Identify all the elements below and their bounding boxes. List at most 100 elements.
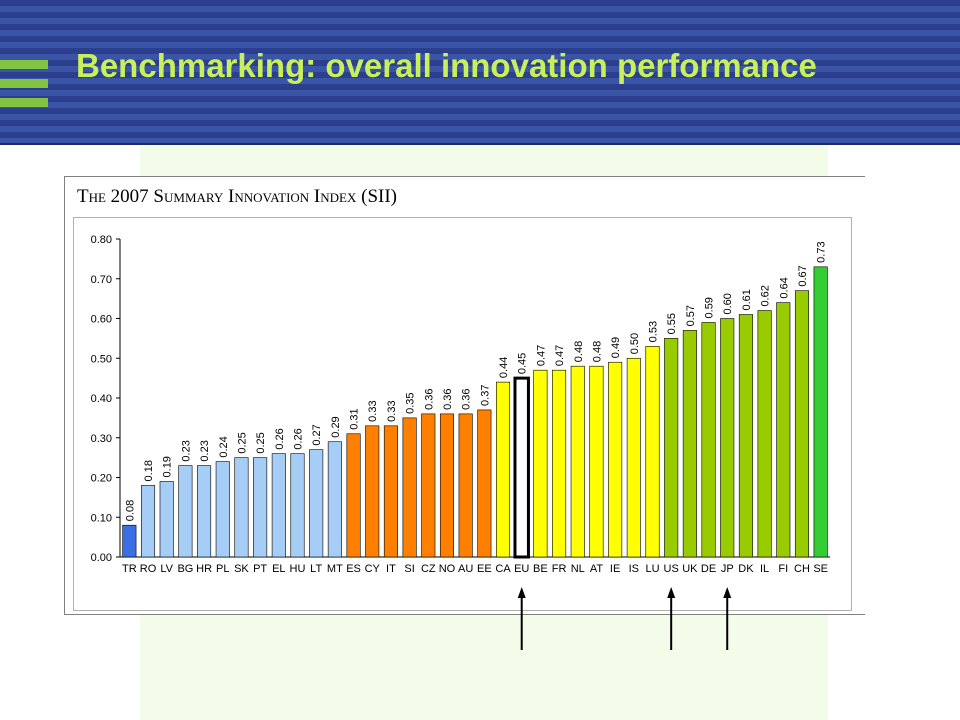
data-label: 0.61 [741, 289, 753, 310]
data-label: 0.36 [423, 388, 435, 409]
bar-il [757, 310, 772, 558]
x-tick-label: JP [721, 563, 734, 575]
header-divider [0, 143, 960, 145]
data-label: 0.18 [143, 460, 155, 481]
x-tick-label: SI [404, 563, 414, 575]
data-label: 0.73 [816, 241, 828, 262]
bar-sk [234, 457, 249, 558]
slide-header [0, 0, 960, 145]
data-label: 0.48 [591, 341, 603, 362]
bar-uk [682, 330, 697, 558]
x-tick-label: AT [590, 563, 604, 575]
data-label: 0.47 [554, 345, 566, 366]
bar-ch [794, 290, 810, 558]
x-tick-label: CZ [421, 563, 436, 575]
data-label: 0.55 [666, 313, 678, 334]
data-label: 0.26 [274, 428, 286, 449]
x-tick-label: CH [794, 563, 810, 575]
data-label: 0.31 [349, 408, 361, 429]
bar-hu [290, 453, 305, 558]
data-label: 0.59 [704, 297, 716, 318]
x-tick-label: SK [234, 563, 249, 575]
highlight-arrowhead-us [667, 587, 676, 598]
x-tick-label: HR [196, 563, 212, 575]
data-label: 0.62 [760, 285, 772, 306]
bar-ee [477, 409, 492, 558]
x-tick-label: PT [253, 563, 267, 575]
x-tick-label: IS [629, 563, 639, 575]
bar-hr [197, 465, 212, 558]
bar-tr [122, 524, 137, 558]
logo-bar-bottom [0, 98, 48, 107]
data-label: 0.35 [405, 392, 417, 413]
x-tick-label: RO [140, 563, 157, 575]
x-tick-label: HU [290, 563, 306, 575]
data-label: 0.33 [367, 400, 379, 421]
x-tick-label: NO [439, 563, 456, 575]
x-tick-label: EL [272, 563, 285, 575]
bar-lt [309, 449, 324, 558]
x-tick-label: IT [386, 563, 396, 575]
bar-fi [776, 302, 791, 558]
data-label: 0.08 [124, 500, 136, 521]
highlight-arrowhead-jp [723, 587, 732, 598]
y-tick-label: 0.40 [91, 393, 112, 405]
x-tick-label: CA [495, 563, 511, 575]
bar-cy [365, 425, 380, 558]
data-label: 0.23 [199, 440, 211, 461]
x-tick-label: LU [645, 563, 659, 575]
y-tick-label: 0.60 [91, 314, 112, 326]
bar-ro [141, 485, 156, 558]
x-tick-label: PL [216, 563, 229, 575]
data-label: 0.57 [685, 305, 697, 326]
bar-no [439, 413, 455, 558]
bar-cz [421, 413, 436, 558]
x-tick-label: CY [365, 563, 381, 575]
x-tick-label: IE [610, 563, 620, 575]
x-tick-label: AU [458, 563, 473, 575]
bar-ca [495, 381, 511, 558]
data-label: 0.67 [797, 265, 809, 286]
x-tick-label: DE [701, 563, 716, 575]
chart-title: The 2007 Summary Innovation Index (SII) [77, 186, 397, 207]
bar-lv [159, 481, 174, 558]
y-tick-label: 0.30 [91, 433, 112, 445]
data-label: 0.25 [255, 432, 267, 453]
bar-us [664, 338, 679, 558]
x-tick-label: FI [778, 563, 788, 575]
bar-it [383, 425, 398, 558]
data-label: 0.29 [330, 416, 342, 437]
x-tick-label: BE [533, 563, 548, 575]
bar-pt [253, 457, 268, 558]
data-label: 0.64 [778, 277, 790, 298]
data-label: 0.37 [479, 385, 491, 406]
x-tick-label: US [664, 563, 679, 575]
bar-be [533, 369, 548, 558]
y-tick-label: 0.50 [91, 353, 112, 365]
data-label: 0.48 [573, 341, 585, 362]
x-tick-label: FR [552, 563, 567, 575]
bar-ie [608, 361, 623, 558]
data-label: 0.50 [629, 333, 641, 354]
data-label: 0.45 [517, 353, 529, 374]
bar-si [402, 417, 417, 558]
data-label: 0.53 [648, 321, 660, 342]
data-label: 0.36 [461, 388, 473, 409]
x-tick-label: ES [346, 563, 361, 575]
x-tick-label: EE [477, 563, 492, 575]
data-label: 0.47 [535, 345, 547, 366]
x-tick-label: MT [327, 563, 343, 575]
bar-es [346, 433, 361, 558]
bar-pl [215, 461, 230, 558]
bar-eu [513, 376, 530, 559]
data-label: 0.36 [442, 388, 454, 409]
y-tick-label: 0.10 [91, 512, 112, 524]
bar-lu [645, 346, 660, 558]
bar-fr [552, 369, 567, 558]
x-tick-label: DK [738, 563, 754, 575]
y-tick-label: 0.80 [91, 234, 112, 246]
bar-at [589, 365, 604, 558]
bar-is [626, 357, 641, 558]
x-tick-label: EU [514, 563, 529, 575]
y-tick-label: 0.70 [91, 274, 112, 286]
